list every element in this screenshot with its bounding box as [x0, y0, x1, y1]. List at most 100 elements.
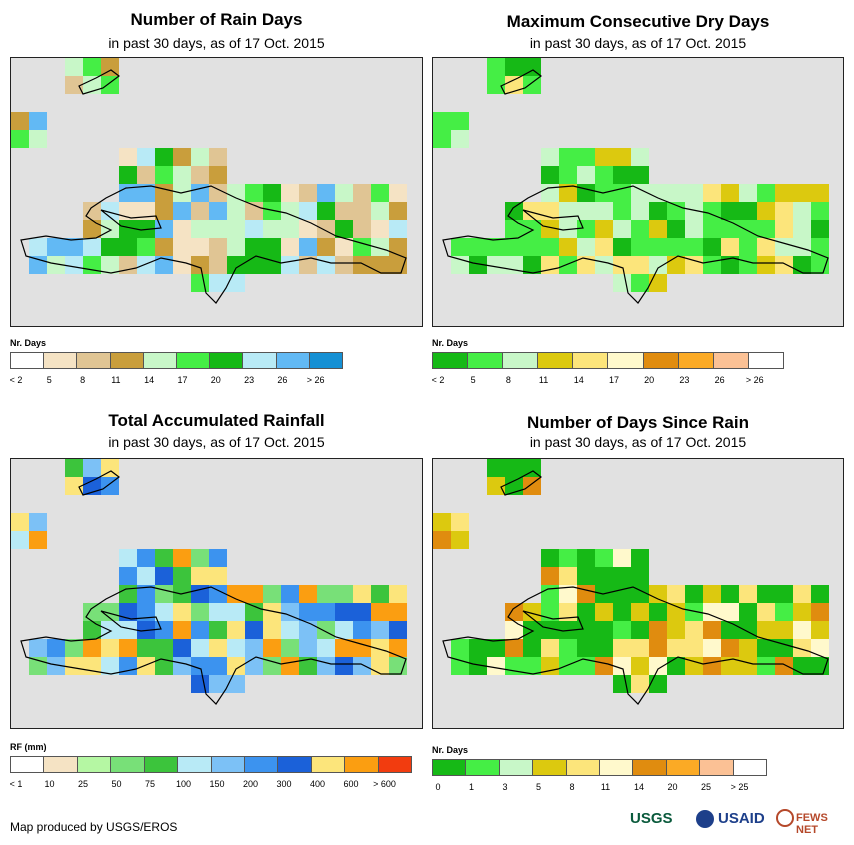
grid-cell	[335, 256, 353, 274]
grid-cell	[631, 603, 649, 621]
grid-cell	[613, 585, 631, 603]
legend-tick-label: 5	[535, 782, 542, 792]
grid-cell	[317, 220, 335, 238]
grid-cell	[209, 184, 227, 202]
grid-cell	[613, 274, 631, 292]
grid-cell	[299, 621, 317, 639]
grid-cell	[281, 220, 299, 238]
grid-cell	[371, 603, 389, 621]
grid-cell	[191, 274, 209, 292]
grid-cell	[685, 585, 703, 603]
grid-cell	[487, 459, 505, 477]
grid-cell	[505, 621, 523, 639]
grid-cell	[119, 166, 137, 184]
islet-coastline	[78, 69, 120, 95]
grid-cell	[209, 603, 227, 621]
grid-cell	[577, 657, 595, 675]
grid-cell	[389, 621, 407, 639]
grid-cell	[155, 621, 173, 639]
legend-swatch	[503, 353, 539, 368]
grid-cell	[173, 202, 191, 220]
grid-cell	[353, 202, 371, 220]
grid-cell	[155, 202, 173, 220]
grid-cell	[487, 639, 505, 657]
legend-swatch	[533, 760, 567, 775]
grid-cell	[451, 657, 469, 675]
legend-tick-label: 8	[505, 375, 511, 385]
legend-swatch	[11, 757, 45, 772]
legend-color-bar	[432, 759, 767, 776]
grid-cell	[487, 657, 505, 675]
grid-cell	[245, 621, 263, 639]
grid-cell	[371, 202, 389, 220]
map-credit: Map produced by USGS/EROS	[10, 820, 178, 834]
grid-cell	[541, 166, 559, 184]
grid-cell	[559, 657, 577, 675]
grid-cell	[757, 585, 775, 603]
grid-cell	[577, 621, 595, 639]
grid-cell	[577, 639, 595, 657]
legend-tick-label: 14	[573, 375, 584, 385]
grid-cell	[631, 274, 649, 292]
legend-swatch	[633, 760, 667, 775]
grid-cell	[191, 567, 209, 585]
grid-cell	[577, 220, 595, 238]
grid-cell	[227, 202, 245, 220]
grid-cell	[739, 621, 757, 639]
grid-cell	[29, 256, 47, 274]
grid-cell	[739, 657, 757, 675]
grid-cell	[281, 238, 299, 256]
grid-cell	[631, 148, 649, 166]
legend-color-bar	[10, 756, 412, 773]
coastline	[20, 586, 407, 705]
grid-cell	[371, 585, 389, 603]
grid-cell	[793, 238, 811, 256]
legend-color-bar	[432, 352, 784, 369]
legend-swatch	[177, 353, 211, 368]
legend-tick-label: < 1	[9, 779, 23, 789]
grid-cell	[353, 220, 371, 238]
grid-cell	[757, 657, 775, 675]
grid-cell	[353, 184, 371, 202]
grid-cell	[353, 657, 371, 675]
grid-cell	[101, 238, 119, 256]
map-grid	[11, 459, 407, 705]
grid-cell	[685, 256, 703, 274]
grid-cell	[721, 657, 739, 675]
grid-cell	[631, 238, 649, 256]
legend-tick-label: 8	[80, 375, 86, 385]
legend-tick-label: 17	[177, 375, 188, 385]
grid-cell	[11, 513, 29, 531]
grid-cell	[155, 549, 173, 567]
legend-swatch	[466, 760, 500, 775]
map-days-since-rain	[432, 458, 844, 729]
grid-cell	[263, 256, 281, 274]
grid-cell	[721, 238, 739, 256]
grid-cell	[173, 657, 191, 675]
panel-title: Maximum Consecutive Dry Days	[506, 12, 770, 31]
grid-cell	[487, 238, 505, 256]
legend-tick-label: 20	[210, 375, 221, 385]
grid-cell	[191, 657, 209, 675]
legend-swatch	[538, 353, 574, 368]
legend-tick-label: > 25	[730, 782, 749, 792]
grid-cell	[649, 639, 667, 657]
grid-cell	[667, 184, 685, 202]
grid-cell	[83, 639, 101, 657]
grid-cell	[631, 567, 649, 585]
grid-cell	[299, 256, 317, 274]
panel-subtitle: in past 30 days, as of 17 Oct. 2015	[529, 434, 747, 450]
grid-cell	[227, 639, 245, 657]
grid-cell	[595, 256, 613, 274]
grid-cell	[317, 603, 335, 621]
grid-cell	[703, 238, 721, 256]
grid-cell	[299, 202, 317, 220]
panel-title: Number of Days Since Rain	[526, 413, 749, 432]
legend-tick-label: 11	[111, 375, 121, 385]
legend-swatch	[144, 757, 179, 772]
legend-tick-label: 5	[46, 375, 52, 385]
grid-cell	[775, 621, 793, 639]
legend-title: Nr. Days	[432, 745, 469, 755]
grid-cell	[389, 202, 407, 220]
grid-cell	[631, 621, 649, 639]
